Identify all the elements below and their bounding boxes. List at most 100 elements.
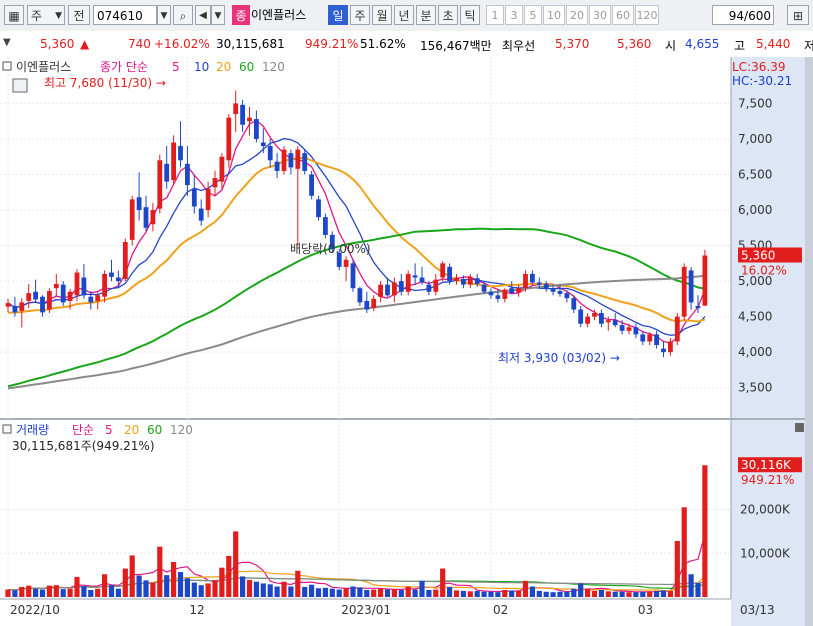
code-dropdown-button[interactable]: ▼	[157, 5, 171, 25]
panel-collapse-icon[interactable]	[2, 61, 12, 71]
volume-bar	[536, 590, 542, 597]
candle-body	[185, 163, 190, 186]
code-input[interactable]: 074610	[93, 5, 157, 25]
volume-bar	[660, 590, 667, 597]
count-input[interactable]: 94/600	[712, 5, 774, 25]
price-axis-area	[731, 57, 805, 419]
candle-body	[171, 142, 176, 181]
last-ratio-tag-text: 949.21%	[741, 473, 794, 487]
price-change-pct: +16.02%	[154, 37, 210, 51]
speaker-dropdown-button[interactable]: ▼	[211, 5, 225, 25]
volume-bar	[702, 465, 708, 597]
type-select[interactable]: 주 ▼	[27, 5, 65, 25]
volume-bar	[315, 588, 322, 597]
candle-body	[109, 272, 114, 277]
volume-bar	[543, 591, 549, 597]
candle-body	[233, 103, 239, 115]
volume-panel-close-icon[interactable]	[795, 423, 804, 432]
grid-icon[interactable]: ▦	[4, 5, 24, 25]
interval-button-30[interactable]: 30	[589, 5, 611, 25]
volume-bar	[426, 590, 432, 597]
volume-bar	[302, 586, 308, 597]
interval-button-5[interactable]: 5	[524, 5, 542, 25]
interval-button-3[interactable]: 3	[505, 5, 523, 25]
candle-body	[260, 142, 266, 147]
period-tab-5[interactable]: 초	[438, 5, 458, 25]
volume-bar	[633, 592, 639, 597]
last-price-tag	[738, 247, 802, 263]
candle-body	[467, 277, 473, 285]
volume-bar	[164, 575, 170, 597]
speaker-icon[interactable]: ◀	[195, 5, 211, 25]
volume-bar	[295, 570, 301, 597]
candle-body	[433, 279, 439, 292]
period-tab-2[interactable]: 월	[372, 5, 392, 25]
volume-tick-label: 20,000K	[740, 503, 791, 517]
volume-bar	[260, 583, 266, 597]
candle-body	[53, 283, 59, 289]
volume-bar	[564, 591, 570, 597]
chart-background	[0, 57, 813, 626]
volume-bar	[108, 585, 115, 597]
candle-body	[302, 153, 308, 171]
volume-bar	[150, 582, 156, 597]
interval-button-10[interactable]: 10	[543, 5, 565, 25]
period-tab-4[interactable]: 분	[416, 5, 436, 25]
volume-bar	[129, 555, 135, 597]
volume-bar	[60, 589, 66, 597]
interval-button-120[interactable]: 120	[635, 5, 659, 25]
interval-button-60[interactable]: 60	[612, 5, 634, 25]
candle-body	[681, 266, 687, 317]
period-tab-3[interactable]: 년	[394, 5, 414, 25]
volume-bar	[26, 585, 32, 597]
vertical-scrollbar[interactable]	[805, 57, 813, 626]
prev-toggle[interactable]: 전	[68, 5, 90, 25]
candle-body	[530, 273, 535, 283]
vol-legend-ma20: 20	[124, 423, 139, 437]
volume-bar	[612, 591, 618, 597]
candle-body	[309, 174, 314, 196]
period-tab-6[interactable]: 틱	[460, 5, 480, 25]
volume-bar	[647, 591, 653, 597]
candle-body	[647, 334, 653, 342]
candle-body	[281, 149, 287, 171]
volume-bar	[357, 587, 363, 597]
price-tick-label: 3,500	[738, 381, 772, 395]
candle-body	[178, 146, 183, 161]
period-tab-1[interactable]: 주	[350, 5, 370, 25]
tool-icon[interactable]: ⊞	[787, 5, 809, 25]
candle-body	[157, 160, 163, 209]
candle-body	[60, 284, 66, 303]
volume-bar	[240, 576, 246, 597]
quote-bar: ▼ 5,360 ▲ 740 +16.02% 30,115,681 949.21%…	[0, 31, 813, 58]
candle-body	[612, 320, 618, 326]
volume-bar	[481, 591, 487, 597]
best-ask: 5,370	[555, 37, 590, 51]
candle-body	[240, 104, 245, 125]
search-icon[interactable]: ⌕	[173, 5, 193, 25]
stock-chart[interactable]: 3,5004,0004,5005,0005,5006,0006,5007,000…	[0, 57, 813, 626]
candle-body	[585, 316, 590, 324]
volume-bar	[378, 588, 384, 597]
interval-button-1[interactable]: 1	[486, 5, 504, 25]
volume-bar	[281, 581, 287, 597]
candle-body	[695, 305, 701, 309]
candle-body	[267, 146, 273, 161]
candle-body	[74, 272, 80, 296]
volume-tick-label: 10,000K	[740, 546, 791, 560]
chevron-down-icon[interactable]: ▼	[3, 37, 11, 48]
volume-bar	[67, 588, 73, 597]
table-icon[interactable]	[12, 78, 28, 93]
volume-bar	[550, 592, 556, 597]
candle-body	[26, 293, 32, 301]
high-note: 최고 7,680 (11/30) →	[44, 76, 166, 90]
volume-bar	[488, 591, 494, 597]
price-tick-label: 7,000	[738, 132, 772, 146]
volume-panel-collapse-icon[interactable]	[2, 424, 12, 434]
volume-bar	[95, 588, 101, 597]
interval-button-20[interactable]: 20	[566, 5, 588, 25]
period-tab-0[interactable]: 일	[328, 5, 348, 25]
volume-bar	[509, 590, 515, 597]
candle-body	[668, 341, 673, 353]
x-axis-background	[0, 599, 731, 626]
